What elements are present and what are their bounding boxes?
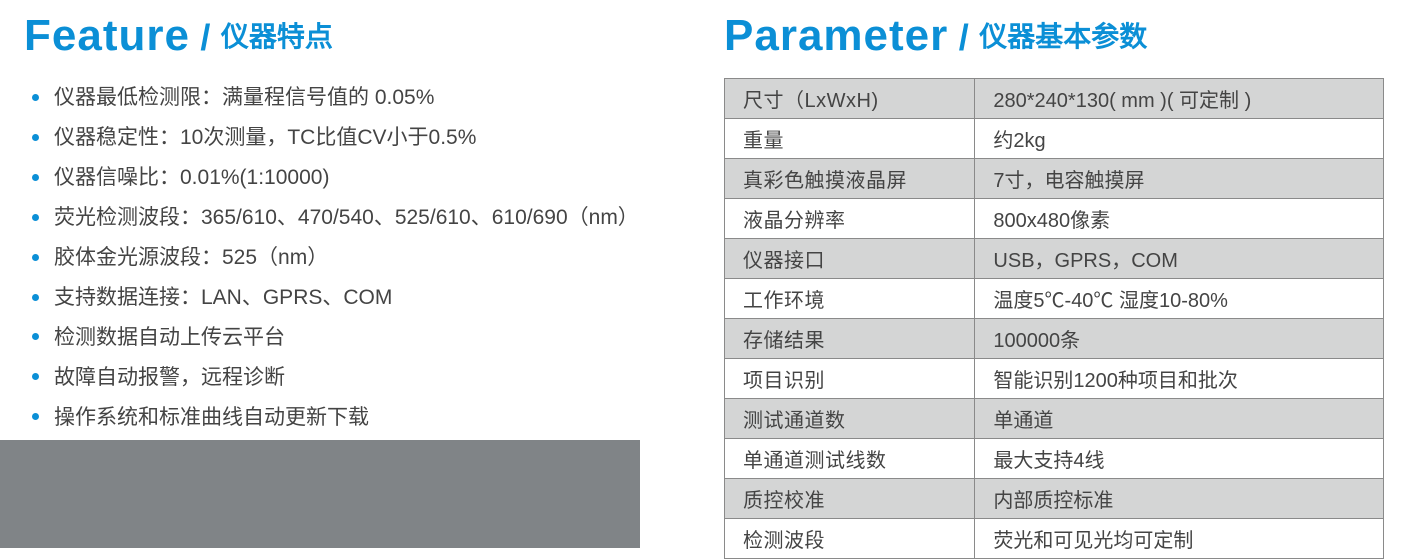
param-value: 7寸，电容触摸屏 [975,159,1384,199]
feature-title-main: Feature [24,11,190,60]
param-label: 重量 [725,119,975,159]
feature-item: 检测数据自动上传云平台 [32,318,684,358]
param-label: 存储结果 [725,319,975,359]
parameter-table-body: 尺寸（LxWxH) 280*240*130( mm )( 可定制 ) 重量 约2… [725,79,1384,559]
table-row: 尺寸（LxWxH) 280*240*130( mm )( 可定制 ) [725,79,1384,119]
parameter-title-slash: / [953,17,975,58]
table-row: 项目识别 智能识别1200种项目和批次 [725,359,1384,399]
param-value: 100000条 [975,319,1384,359]
param-value: 800x480像素 [975,199,1384,239]
feature-item: 荧光检测波段：365/610、470/540、525/610、610/690（n… [32,198,684,238]
table-row: 仪器接口 USB，GPRS，COM [725,239,1384,279]
feature-title-slash: / [194,17,216,58]
table-row: 质控校准 内部质控标准 [725,479,1384,519]
param-label: 真彩色触摸液晶屏 [725,159,975,199]
param-value: USB，GPRS，COM [975,239,1384,279]
param-label: 液晶分辨率 [725,199,975,239]
table-row: 真彩色触摸液晶屏 7寸，电容触摸屏 [725,159,1384,199]
param-label: 测试通道数 [725,399,975,439]
param-value: 最大支持4线 [975,439,1384,479]
feature-item: 支持数据连接：LAN、GPRS、COM [32,278,684,318]
param-value: 单通道 [975,399,1384,439]
param-label: 检测波段 [725,519,975,559]
parameter-title-sub: 仪器基本参数 [979,21,1147,52]
feature-item: 仪器最低检测限：满量程信号值的 0.05% [32,78,684,118]
table-row: 重量 约2kg [725,119,1384,159]
table-row: 检测波段 荧光和可见光均可定制 [725,519,1384,559]
feature-title-sub: 仪器特点 [221,21,333,52]
table-row: 液晶分辨率 800x480像素 [725,199,1384,239]
param-label: 工作环境 [725,279,975,319]
feature-item: 故障自动报警，远程诊断 [32,358,684,398]
param-label: 仪器接口 [725,239,975,279]
feature-item: 操作系统和标准曲线自动更新下载 [32,398,684,438]
param-value: 温度5℃-40℃ 湿度10-80% [975,279,1384,319]
parameter-title: Parameter / 仪器基本参数 [724,12,1384,60]
param-value: 280*240*130( mm )( 可定制 ) [975,79,1384,119]
parameter-table: 尺寸（LxWxH) 280*240*130( mm )( 可定制 ) 重量 约2… [724,78,1384,559]
param-label: 尺寸（LxWxH) [725,79,975,119]
table-row: 存储结果 100000条 [725,319,1384,359]
parameter-column: Parameter / 仪器基本参数 尺寸（LxWxH) 280*240*130… [724,12,1384,548]
feature-list: 仪器最低检测限：满量程信号值的 0.05% 仪器稳定性：10次测量，TC比值CV… [24,78,684,437]
parameter-title-main: Parameter [724,11,948,60]
param-label: 单通道测试线数 [725,439,975,479]
param-value: 智能识别1200种项目和批次 [975,359,1384,399]
gray-block [0,440,640,548]
param-value: 荧光和可见光均可定制 [975,519,1384,559]
page-root: Feature / 仪器特点 仪器最低检测限：满量程信号值的 0.05% 仪器稳… [0,0,1408,548]
feature-title: Feature / 仪器特点 [24,12,684,60]
feature-item: 仪器信噪比：0.01%(1:10000) [32,158,684,198]
param-value: 内部质控标准 [975,479,1384,519]
feature-column: Feature / 仪器特点 仪器最低检测限：满量程信号值的 0.05% 仪器稳… [24,12,684,548]
param-label: 质控校准 [725,479,975,519]
param-label: 项目识别 [725,359,975,399]
table-row: 测试通道数 单通道 [725,399,1384,439]
table-row: 工作环境 温度5℃-40℃ 湿度10-80% [725,279,1384,319]
feature-item: 仪器稳定性：10次测量，TC比值CV小于0.5% [32,118,684,158]
feature-item: 胶体金光源波段：525（nm） [32,238,684,278]
param-value: 约2kg [975,119,1384,159]
table-row: 单通道测试线数 最大支持4线 [725,439,1384,479]
